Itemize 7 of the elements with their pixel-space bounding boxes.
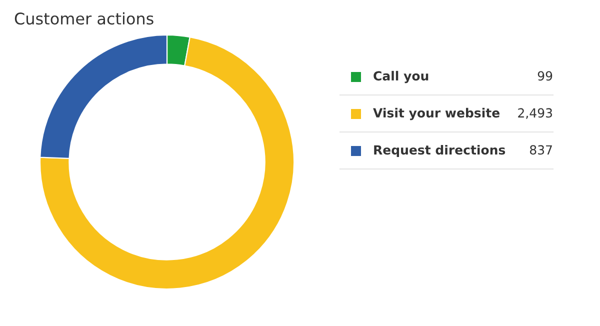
data-label: 2,493 — [518, 108, 552, 119]
legend-label: Request directions — [374, 144, 506, 158]
data-label: 99 — [538, 71, 552, 81]
legend-label: Visit your website — [373, 108, 500, 120]
chart-title: Customer actions — [14, 12, 154, 25]
legend-label: Call you — [374, 70, 428, 84]
data-label: 837 — [530, 145, 552, 155]
